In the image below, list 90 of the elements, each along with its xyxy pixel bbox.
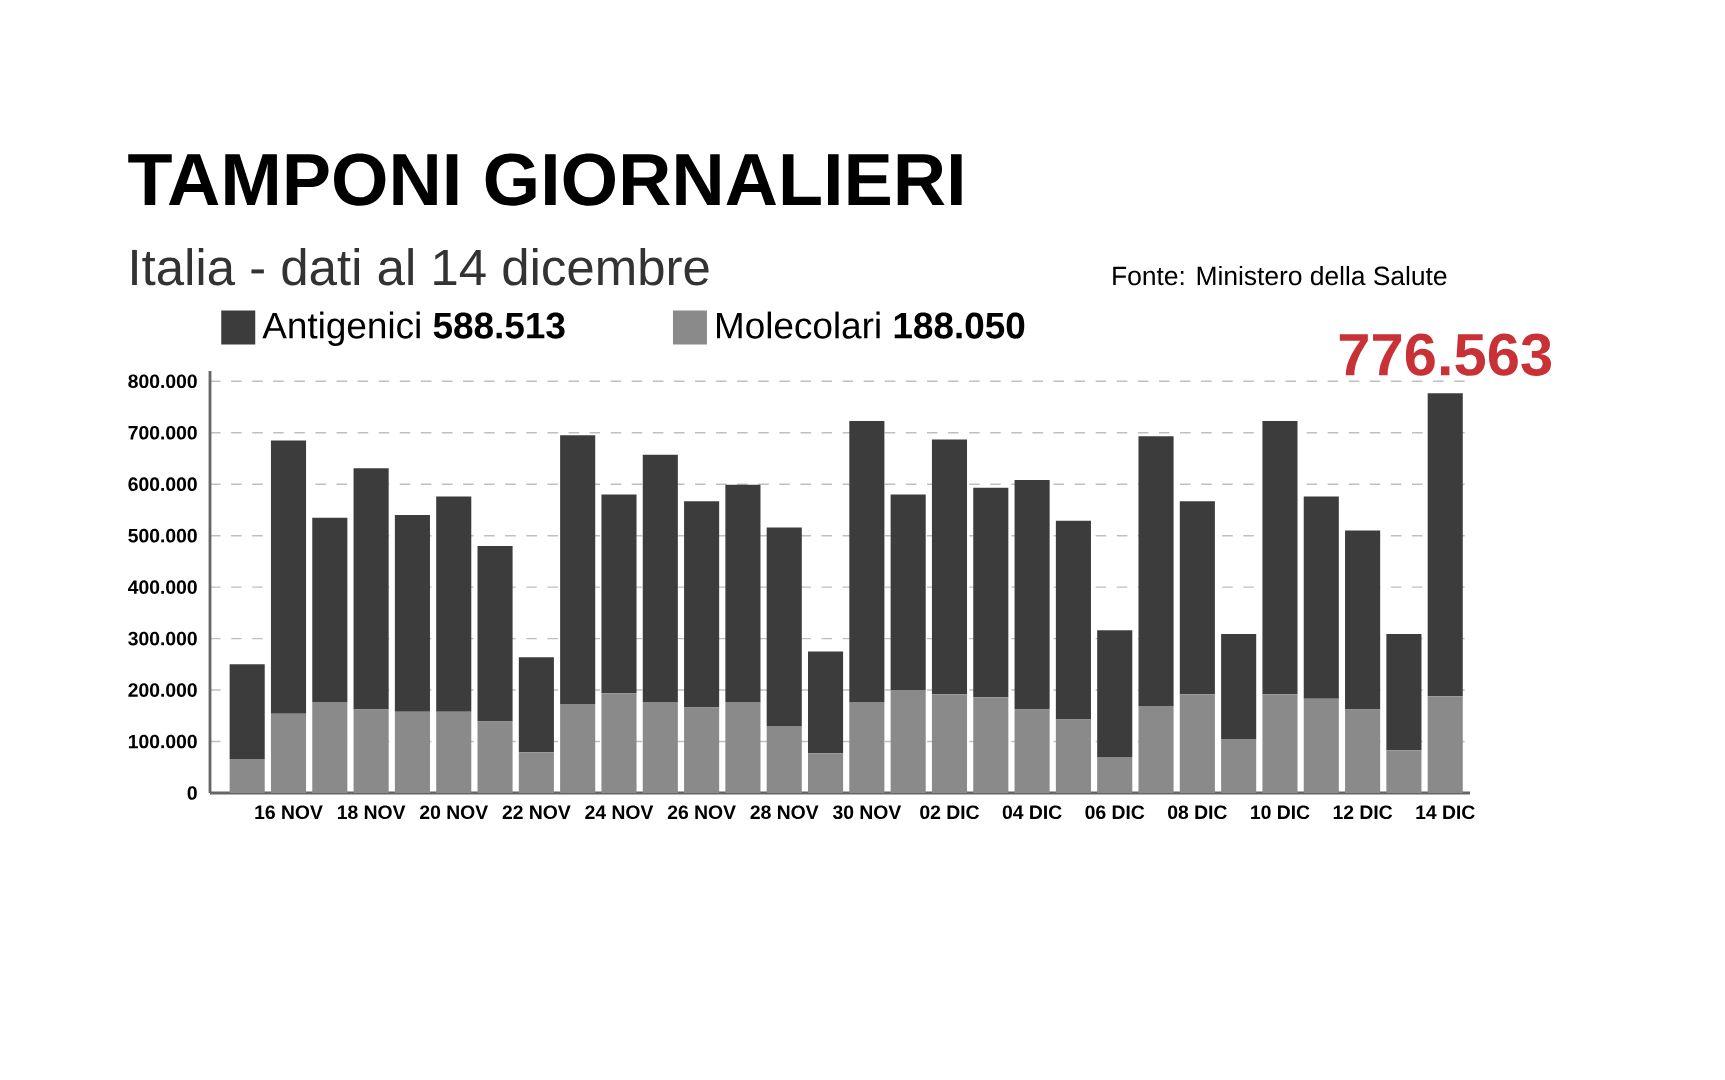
bar — [394, 711, 430, 793]
bar — [849, 701, 885, 793]
source-note: Fonte: Ministero della Salute — [1113, 265, 1447, 286]
bar — [1427, 696, 1463, 793]
y-tick-label: 600.000 — [128, 477, 197, 492]
y-tick-label: 500.000 — [128, 528, 197, 543]
bar — [1055, 719, 1091, 793]
bar — [601, 693, 637, 793]
x-tick-label: 18 NOV — [337, 805, 406, 820]
bar — [312, 517, 348, 702]
bar — [518, 752, 554, 793]
x-tick-label: 28 NOV — [750, 805, 819, 820]
x-tick-label: 26 NOV — [667, 805, 736, 820]
bar — [1138, 706, 1174, 793]
x-tick-label: 12 DIC — [1333, 805, 1393, 820]
y-tick-label: 400.000 — [127, 580, 197, 594]
bar — [601, 494, 637, 694]
bar — [642, 454, 678, 702]
bar — [353, 709, 389, 793]
bar — [890, 690, 926, 793]
x-tick-label: 20 NOV — [420, 805, 488, 820]
x-tick-label: 06 DIC — [1085, 805, 1145, 820]
bar — [1427, 393, 1463, 697]
x-tick-label: 04 DIC — [1002, 805, 1062, 820]
x-tick-label: 22 NOV — [502, 805, 571, 820]
bar — [1303, 698, 1339, 793]
bar — [1097, 756, 1133, 793]
bar — [436, 496, 472, 712]
bar — [436, 711, 472, 793]
bar — [1097, 630, 1133, 757]
bar — [477, 721, 513, 793]
x-tick-label: 16 NOV — [255, 805, 323, 820]
x-tick-label: 30 NOV — [832, 805, 902, 820]
bar — [1179, 694, 1215, 793]
bar — [477, 545, 513, 722]
legend-label: Molecolari 188.050 — [717, 311, 1025, 339]
bar — [642, 701, 678, 793]
y-tick-label: 100.000 — [128, 734, 197, 749]
x-tick-label: 24 NOV — [585, 805, 654, 820]
bar — [849, 420, 885, 702]
x-tick-label: 14 DIC — [1416, 805, 1475, 820]
bar — [1262, 420, 1298, 695]
bar — [684, 501, 720, 708]
bar — [807, 753, 844, 793]
bar — [229, 759, 265, 793]
y-tick-label: 0 — [187, 786, 197, 800]
chart-title: TAMPONI GIORNALIERI — [128, 153, 962, 206]
y-tick-label: 300.000 — [128, 631, 197, 646]
bar — [1345, 530, 1381, 710]
bar — [931, 694, 968, 793]
bar — [1386, 750, 1422, 793]
bar — [725, 484, 761, 702]
bar — [353, 468, 389, 710]
bar — [931, 439, 968, 695]
bar — [973, 487, 1009, 698]
y-tick-label: 700.000 — [128, 425, 197, 440]
bar — [1386, 633, 1422, 751]
bar — [1014, 709, 1050, 793]
x-tick-label: 02 DIC — [920, 805, 980, 820]
bar — [1055, 520, 1091, 720]
bar — [890, 494, 926, 691]
bar — [394, 515, 430, 712]
bar — [270, 713, 307, 793]
bar — [1345, 709, 1381, 793]
bar — [560, 703, 596, 793]
bar — [766, 726, 802, 793]
bar — [684, 707, 720, 793]
x-tick-label: 10 DIC — [1251, 805, 1310, 820]
bar — [807, 651, 844, 754]
bar — [1221, 633, 1257, 739]
bar — [1179, 501, 1215, 695]
bar — [973, 697, 1009, 793]
legend-label: Antigenici 588.513 — [262, 311, 565, 346]
bar — [270, 440, 307, 714]
chart-subtitle: Italia - dati al 14 dicembre — [132, 248, 709, 286]
bar — [1138, 436, 1174, 707]
bar — [1303, 496, 1339, 699]
bar — [725, 701, 761, 793]
bar — [560, 435, 596, 704]
bar — [312, 701, 348, 793]
bar — [1262, 694, 1298, 793]
bar — [1014, 480, 1050, 710]
annotation: 776.563 — [1339, 333, 1552, 376]
y-tick-label: 200.000 — [128, 683, 197, 697]
y-tick-label: 800.000 — [128, 374, 197, 389]
bar — [1221, 738, 1257, 793]
bar — [766, 527, 802, 727]
bar — [229, 664, 265, 760]
x-tick-label: 08 DIC — [1168, 805, 1227, 820]
bar — [518, 657, 554, 753]
